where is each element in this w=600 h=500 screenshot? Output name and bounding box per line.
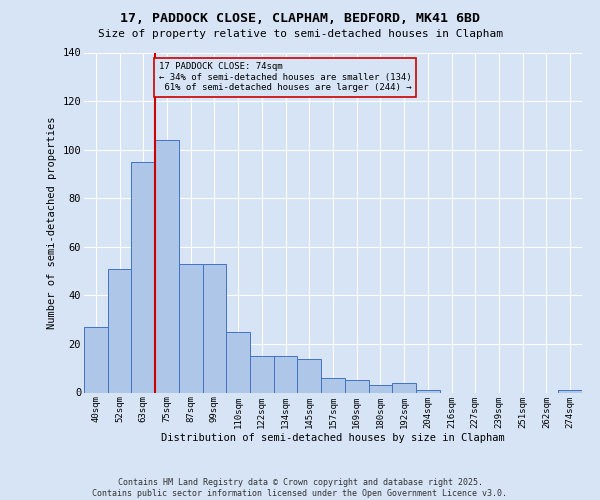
Text: Contains HM Land Registry data © Crown copyright and database right 2025.
Contai: Contains HM Land Registry data © Crown c…	[92, 478, 508, 498]
Bar	[368, 385, 392, 392]
Bar	[131, 162, 155, 392]
Bar	[108, 268, 131, 392]
Bar	[84, 327, 108, 392]
Bar	[274, 356, 298, 393]
Bar	[179, 264, 203, 392]
Bar	[558, 390, 582, 392]
Text: Size of property relative to semi-detached houses in Clapham: Size of property relative to semi-detach…	[97, 29, 503, 39]
Bar	[416, 390, 440, 392]
Bar	[203, 264, 226, 392]
Y-axis label: Number of semi-detached properties: Number of semi-detached properties	[47, 116, 57, 329]
Bar	[345, 380, 368, 392]
Text: 17 PADDOCK CLOSE: 74sqm
← 34% of semi-detached houses are smaller (134)
 61% of : 17 PADDOCK CLOSE: 74sqm ← 34% of semi-de…	[159, 62, 412, 92]
Bar	[298, 358, 321, 392]
Text: 17, PADDOCK CLOSE, CLAPHAM, BEDFORD, MK41 6BD: 17, PADDOCK CLOSE, CLAPHAM, BEDFORD, MK4…	[120, 12, 480, 26]
Bar	[226, 332, 250, 392]
Bar	[392, 383, 416, 392]
Bar	[321, 378, 345, 392]
X-axis label: Distribution of semi-detached houses by size in Clapham: Distribution of semi-detached houses by …	[161, 433, 505, 443]
Bar	[250, 356, 274, 393]
Bar	[155, 140, 179, 392]
